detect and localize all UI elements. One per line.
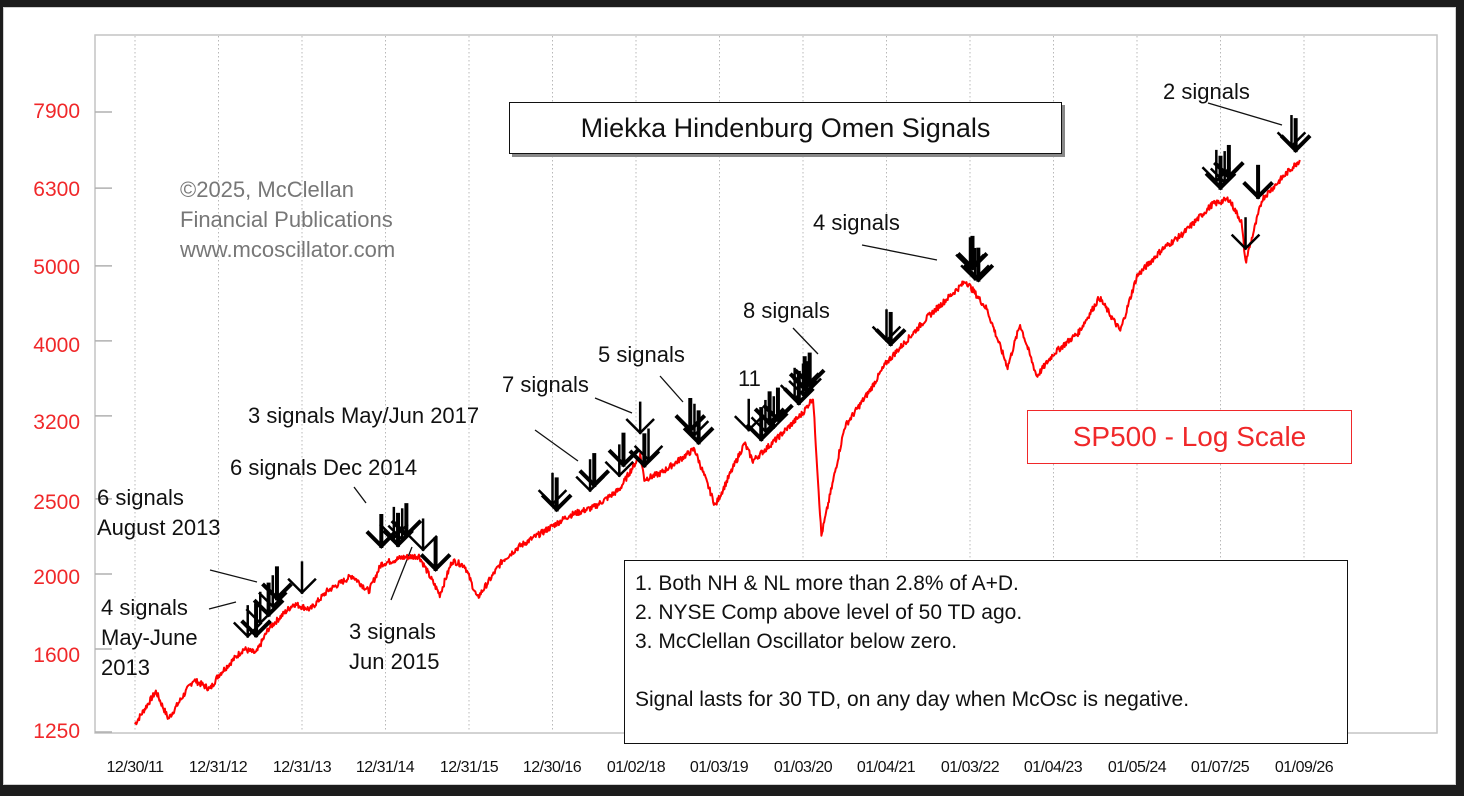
down-arrow-icon	[540, 477, 573, 513]
copyright-line: ©2025, McClellan	[180, 177, 354, 202]
annotation-7-signals: 7 signals	[502, 372, 589, 397]
rule-1: 1. Both NH & NL more than 2.8% of A+D.	[635, 572, 1019, 595]
annotation-8-signals: 8 signals	[743, 298, 830, 323]
down-arrow-icon	[537, 472, 568, 506]
down-arrow-icon	[1276, 115, 1307, 149]
annotation-5-signals: 5 signals	[598, 342, 685, 367]
down-arrow-icon	[578, 453, 611, 488]
down-arrow-icon	[261, 566, 293, 602]
x-tick-label: 12/31/14	[355, 759, 415, 776]
down-arrow-icon	[962, 247, 995, 283]
x-tick-label: 01/02/18	[606, 759, 666, 776]
x-tick-label: 01/05/24	[1107, 759, 1167, 776]
rule-2: 2. NYSE Comp above level of 50 TD ago.	[635, 601, 1023, 624]
series-label-box: SP500 - Log Scale	[1027, 410, 1352, 464]
x-tick-label: 01/04/21	[856, 759, 916, 776]
y-tick-label: 6300	[33, 178, 80, 201]
annotation-line: 4 signals	[101, 595, 188, 620]
annotation-line: 6 signals	[97, 485, 184, 510]
sp500-price-line	[134, 159, 1301, 726]
x-tick-label: 01/07/25	[1190, 759, 1250, 776]
copyright-url: www.mcoscillator.com	[180, 237, 396, 262]
y-axis-ticks	[95, 111, 112, 733]
annotation-line: August 2013	[97, 515, 221, 540]
x-tick-label: 12/31/13	[272, 759, 332, 776]
down-arrow-icon	[759, 396, 789, 430]
x-tick-label: 01/03/19	[689, 759, 749, 776]
y-tick-label: 4000	[33, 334, 80, 357]
x-tick-label: 01/09/26	[1274, 759, 1334, 776]
y-tick-label: 2000	[33, 566, 80, 589]
down-arrow-icon	[792, 361, 822, 395]
down-arrow-icon	[390, 503, 423, 538]
y-tick-label: 1250	[33, 720, 80, 743]
down-arrow-icon	[1279, 118, 1312, 153]
down-arrow-icon	[682, 410, 715, 446]
y-tick-label: 3200	[33, 411, 80, 434]
down-arrow-icon	[874, 311, 907, 347]
y-tick-label: 2500	[33, 491, 80, 514]
down-arrow-icon	[871, 309, 902, 343]
down-arrow-icon	[575, 459, 605, 493]
x-tick-label: 12/30/11	[106, 759, 164, 776]
down-arrow-icon	[633, 428, 664, 462]
y-tick-label: 7900	[33, 100, 80, 123]
annotation-leader-lines	[208, 102, 1283, 610]
x-tick-label: 01/03/22	[940, 759, 1000, 776]
series-label: SP500 - Log Scale	[1072, 421, 1307, 452]
x-tick-label: 01/04/23	[1023, 759, 1083, 776]
down-arrow-icon	[1242, 164, 1274, 200]
rule-3: 3. McClellan Oscillator below zero.	[635, 630, 958, 653]
x-tick-label: 12/31/12	[188, 759, 248, 776]
annotation-11-signals: 11	[738, 366, 761, 391]
annotation-line: Jun 2015	[349, 649, 440, 674]
annotation-2-signals: 2 signals	[1163, 79, 1250, 104]
chart-title: Miekka Hindenburg Omen Signals	[509, 102, 1062, 154]
down-arrow-icon	[793, 352, 826, 388]
x-tick-label: 12/30/16	[522, 759, 582, 776]
rule-note: Signal lasts for 30 TD, on any day when …	[635, 688, 1190, 711]
down-arrow-icon	[365, 514, 398, 549]
chart-title-text: Miekka Hindenburg Omen Signals	[580, 112, 991, 143]
annotation-line: 2013	[101, 655, 150, 680]
annotation-may-jun-2017: 3 signals May/Jun 2017	[248, 403, 480, 428]
x-tick-label: 12/31/15	[439, 759, 499, 776]
down-arrow-icon	[419, 536, 452, 572]
y-tick-label: 5000	[33, 256, 80, 279]
copyright-notice: ©2025, McClellan Financial Publications …	[180, 175, 395, 265]
annotation-jun-2015: 3 signals Jun 2015	[349, 617, 440, 677]
annotation-line: May-June	[101, 625, 198, 650]
down-arrow-icon	[1213, 144, 1245, 180]
annotation-aug-2013: 6 signals August 2013	[97, 483, 221, 543]
down-arrow-icon	[679, 403, 710, 437]
down-arrow-icon	[607, 432, 640, 468]
down-arrow-icon	[1230, 217, 1261, 251]
down-arrow-icon	[956, 235, 989, 271]
down-arrow-icon	[782, 370, 815, 406]
down-arrow-icon	[408, 518, 438, 552]
copyright-line: Financial Publications	[180, 207, 393, 232]
y-tick-label: 1600	[33, 644, 80, 667]
annotation-line: 3 signals	[349, 619, 436, 644]
down-arrow-icon	[287, 561, 317, 595]
down-arrow-icon	[762, 387, 794, 423]
annotation-4-signals: 4 signals	[813, 210, 900, 235]
down-arrow-icon	[625, 401, 655, 435]
x-tick-label: 01/03/20	[773, 759, 833, 776]
annotation-dec-2014: 6 signals Dec 2014	[230, 455, 418, 480]
signal-arrows	[232, 115, 1312, 639]
signal-rules-box: 1. Both NH & NL more than 2.8% of A+D. 2…	[624, 560, 1348, 744]
annotation-may-june-2013: 4 signals May-June 2013	[101, 593, 198, 683]
